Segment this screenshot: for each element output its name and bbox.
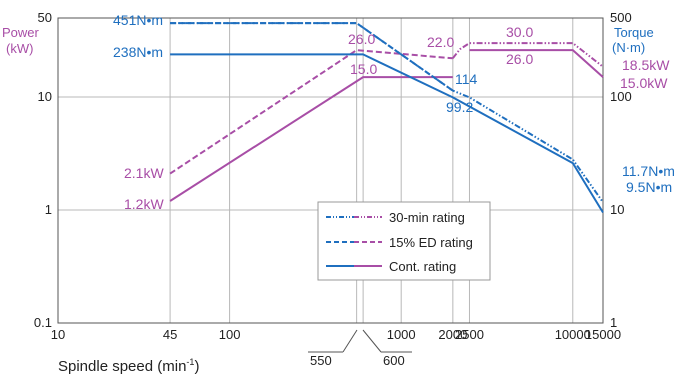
legend-15ed-label: 15% ED rating bbox=[389, 235, 473, 250]
annotation-15-0: 15.0 bbox=[350, 61, 377, 77]
y-left-tick-10: 10 bbox=[38, 89, 52, 104]
power-line-30-min-rating bbox=[452, 42, 604, 68]
legend-30min-label: 30-min rating bbox=[389, 210, 465, 225]
annotation-99-2: 99.2 bbox=[446, 99, 473, 115]
callout-600-label: 600 bbox=[383, 353, 405, 368]
power-line-cont-rating-high bbox=[469, 49, 604, 78]
annotation-26-0-ed: 26.0 bbox=[348, 31, 375, 47]
right-axis-label-line1: Torque bbox=[614, 25, 654, 40]
callout-550-leader bbox=[342, 329, 358, 353]
y-right-tick-10: 10 bbox=[610, 202, 624, 217]
callout-600-leader bbox=[362, 329, 382, 353]
annotation-30-0: 30.0 bbox=[506, 24, 533, 40]
legend-item-cont: Cont. rating bbox=[326, 259, 456, 274]
legend-item-30min: 30-min rating bbox=[326, 210, 465, 225]
x-tick-2000: 2000 bbox=[438, 327, 467, 342]
x-axis-label-close: ) bbox=[194, 358, 199, 375]
x-axis-label-exp: -1 bbox=[186, 357, 194, 367]
legend-cont-label: Cont. rating bbox=[389, 259, 456, 274]
annotation-15-0kw: 15.0kW bbox=[620, 75, 668, 91]
x-axis-label-main: Spindle speed bbox=[58, 358, 153, 375]
x-tick-45: 45 bbox=[163, 327, 177, 342]
x-axis-label-unit: (min bbox=[157, 358, 186, 375]
annotation-2-1kw: 2.1kW bbox=[124, 165, 164, 181]
annotations: 451N•m 238N•m 114 99.2 11.7N•m 9.5N•m 26… bbox=[113, 12, 674, 212]
x-tick-10000: 10000 bbox=[555, 327, 591, 342]
right-axis-label-line2: (N·m) bbox=[612, 40, 645, 55]
power-line-15-ed-rating bbox=[169, 49, 453, 175]
torque-line-15-ed-rating bbox=[170, 22, 454, 92]
x-tick-2500: 2500 bbox=[455, 327, 484, 342]
callouts: 550 600 bbox=[308, 329, 412, 368]
x-tick-100: 100 bbox=[219, 327, 241, 342]
annotation-11-7nm: 11.7N•m bbox=[622, 163, 674, 179]
y-left-tick-50: 50 bbox=[38, 10, 52, 25]
annotation-114: 114 bbox=[455, 71, 478, 87]
y-left-tick-0.1: 0.1 bbox=[34, 315, 52, 330]
callout-550-label: 550 bbox=[310, 353, 332, 368]
left-axis-label-line1: Power bbox=[2, 25, 40, 40]
annotation-451nm: 451N•m bbox=[113, 12, 163, 28]
x-tick-15000: 15000 bbox=[585, 327, 621, 342]
annotation-1-2kw: 1.2kW bbox=[124, 196, 164, 212]
annotation-26-0-cont: 26.0 bbox=[506, 51, 533, 67]
legend-item-15ed: 15% ED rating bbox=[326, 235, 473, 250]
y-right-tick-500: 500 bbox=[610, 10, 632, 25]
annotation-9-5nm: 9.5N•m bbox=[626, 179, 672, 195]
annotation-22-0: 22.0 bbox=[427, 34, 454, 50]
y-right-tick-1: 1 bbox=[610, 315, 617, 330]
annotation-238nm: 238N•m bbox=[113, 44, 163, 60]
power-line-cont-rating bbox=[169, 76, 453, 202]
x-tick-10: 10 bbox=[51, 327, 65, 342]
torque-line-cont-rating bbox=[170, 53, 604, 214]
plot-frame bbox=[57, 17, 604, 324]
y-left-tick-1: 1 bbox=[45, 202, 52, 217]
annotation-18-5kw: 18.5kW bbox=[622, 57, 670, 73]
x-tick-1000: 1000 bbox=[387, 327, 416, 342]
series-lines bbox=[169, 22, 604, 214]
left-axis-label-line2: (kW) bbox=[6, 41, 33, 56]
x-axis-label: Spindle speed (min-1) bbox=[58, 357, 199, 375]
legend: 30-min rating 15% ED rating Cont. rating bbox=[317, 201, 491, 281]
y-right-tick-100: 100 bbox=[610, 89, 632, 104]
